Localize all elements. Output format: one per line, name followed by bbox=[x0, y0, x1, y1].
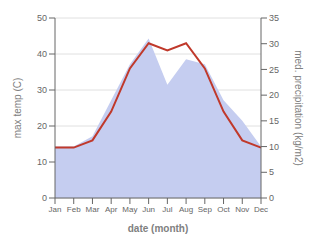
svg-text:35: 35 bbox=[269, 13, 279, 23]
svg-text:May: May bbox=[122, 205, 137, 214]
svg-text:Jul: Jul bbox=[162, 205, 172, 214]
svg-text:Mar: Mar bbox=[86, 205, 100, 214]
svg-text:0: 0 bbox=[42, 193, 47, 203]
svg-text:10: 10 bbox=[37, 157, 47, 167]
svg-text:5: 5 bbox=[269, 167, 274, 177]
svg-text:med. precipitation (kg/m2): med. precipitation (kg/m2) bbox=[293, 50, 304, 166]
svg-text:Feb: Feb bbox=[67, 205, 81, 214]
svg-text:Dec: Dec bbox=[254, 205, 268, 214]
svg-text:50: 50 bbox=[37, 13, 47, 23]
svg-text:Aug: Aug bbox=[179, 205, 193, 214]
svg-text:Nov: Nov bbox=[235, 205, 249, 214]
svg-text:Jun: Jun bbox=[142, 205, 155, 214]
svg-text:25: 25 bbox=[269, 65, 279, 75]
svg-text:0: 0 bbox=[269, 193, 274, 203]
svg-text:date (month): date (month) bbox=[128, 223, 189, 234]
svg-text:Apr: Apr bbox=[105, 205, 118, 214]
svg-text:15: 15 bbox=[269, 116, 279, 126]
svg-text:Jan: Jan bbox=[49, 205, 62, 214]
svg-text:30: 30 bbox=[37, 85, 47, 95]
svg-text:Sep: Sep bbox=[198, 205, 213, 214]
svg-text:20: 20 bbox=[269, 90, 279, 100]
svg-text:30: 30 bbox=[269, 39, 279, 49]
svg-text:20: 20 bbox=[37, 121, 47, 131]
svg-text:40: 40 bbox=[37, 49, 47, 59]
svg-text:10: 10 bbox=[269, 142, 279, 152]
svg-text:Oct: Oct bbox=[217, 205, 230, 214]
svg-text:max temp (C): max temp (C) bbox=[12, 78, 23, 139]
